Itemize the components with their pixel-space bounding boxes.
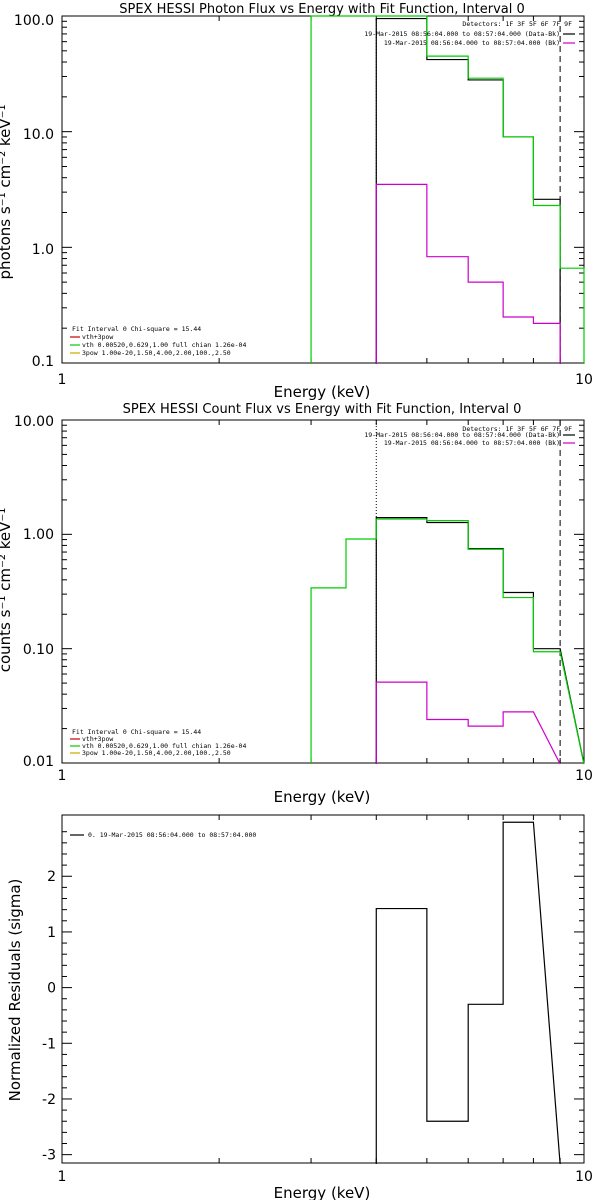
y-tick-label: 1.00: [23, 527, 54, 543]
x-tick-label: 1: [58, 768, 67, 784]
series-bk-histogram: [375, 183, 561, 364]
legend-entry: vth 0.00520,0.629,1.00 full chian 1.26e-…: [82, 742, 246, 750]
y-axis-label: counts s⁻¹ cm⁻² keV⁻¹: [0, 508, 14, 673]
series-vth-0-00520-0-629-1-00-full-chian-1-26e-04-histogram: [310, 15, 585, 364]
plot-marks: -3 -2 -1 0 1 2: [42, 15, 585, 1165]
header-bk-interval: 19-Mar-2015 08:56:04.000 to 08:57:04.000…: [384, 39, 560, 47]
legend-entry: 3pow 1.00e-20,1.50,4.00,2.00,100.,2.50: [82, 749, 231, 757]
series-vth-0-00520-0-629-1-00-full-chian-1-26e-04-histogram: [310, 518, 585, 765]
y-tick-label: -1: [42, 1036, 56, 1052]
y-tick-label: 1.0: [32, 242, 54, 258]
x-tick-label: 1: [58, 1169, 67, 1185]
y-tick-label: -3: [42, 1148, 56, 1164]
y-tick-label: 0.01: [23, 754, 54, 770]
legend-entry: Fit Interval 0 Chi-square = 15.44: [72, 728, 201, 736]
x-tick-label: 10: [575, 1169, 593, 1185]
y-tick-label: 1: [47, 925, 56, 941]
y-tick-label: 2: [47, 869, 56, 885]
header-data-interval: 19-Mar-2015 08:56:04.000 to 08:57:04.000…: [364, 30, 560, 38]
y-tick-label: 10.00: [14, 414, 54, 430]
x-tick-label: 1: [58, 372, 67, 388]
x-axis-label: Energy (keV): [274, 383, 371, 401]
legend-entry: Fit Interval 0 Chi-square = 15.44: [72, 325, 201, 333]
header-data-interval: 19-Mar-2015 08:56:04.000 to 08:57:04.000…: [364, 431, 560, 439]
header-bk-interval: 19-Mar-2015 08:56:04.000 to 08:57:04.000…: [384, 439, 560, 447]
legend-entry: vth 0.00520,0.629,1.00 full chian 1.26e-…: [82, 341, 246, 349]
x-tick-label: 10: [575, 372, 593, 388]
plot-frame: [61, 15, 585, 364]
y-tick-label: 0.1: [32, 354, 54, 370]
header-detectors: Detectors: 1F 3F 5F 6F 7F 9F: [462, 425, 572, 433]
legend-entry: vth+3pow: [82, 735, 113, 743]
x-tick-label: 10: [575, 768, 593, 784]
plot-frame: [61, 814, 585, 1164]
x-axis-label: Energy (keV): [274, 1184, 371, 1200]
y-tick-label: 0: [47, 981, 56, 997]
y-tick-label: 100.0: [14, 13, 54, 29]
series-data-bk-histogram: [375, 517, 585, 765]
y-axis-label: Normalized Residuals (sigma): [6, 879, 24, 1102]
header-detectors: Detectors: 1F 3F 5F 6F 7F 9F: [462, 20, 572, 28]
x-axis-label: Energy (keV): [274, 788, 371, 806]
legend-entry: 0. 19-Mar-2015 08:56:04.000 to 08:57:04.…: [88, 831, 256, 839]
y-tick-label: 10.0: [23, 127, 54, 143]
series-bk-histogram: [375, 681, 561, 765]
y-axis-label: photons s⁻¹ cm⁻² keV⁻¹: [0, 105, 14, 280]
y-tick-label: -2: [42, 1092, 56, 1108]
panel-residuals: Energy (keV) Normalized Residuals (sigma…: [6, 831, 593, 1200]
chart-title: SPEX HESSI Photon Flux vs Energy with Fi…: [119, 2, 525, 17]
legend-entry: vth+3pow: [82, 333, 113, 341]
y-tick-label: 0.10: [23, 642, 54, 658]
plot-frame: [61, 419, 585, 764]
legend-entry: 3pow 1.00e-20,1.50,4.00,2.00,100.,2.50: [82, 349, 231, 357]
panel-count-flux: SPEX HESSI Count Flux vs Energy with Fit…: [0, 402, 593, 806]
series-0-19-mar-2015-08-56-04-000-to-08-57-04-000-histogram: [375, 821, 561, 1165]
chart-title: SPEX HESSI Count Flux vs Energy with Fit…: [123, 402, 522, 417]
panel-photon-flux: SPEX HESSI Photon Flux vs Energy with Fi…: [0, 2, 593, 401]
series-data-bk-histogram: [375, 17, 561, 364]
